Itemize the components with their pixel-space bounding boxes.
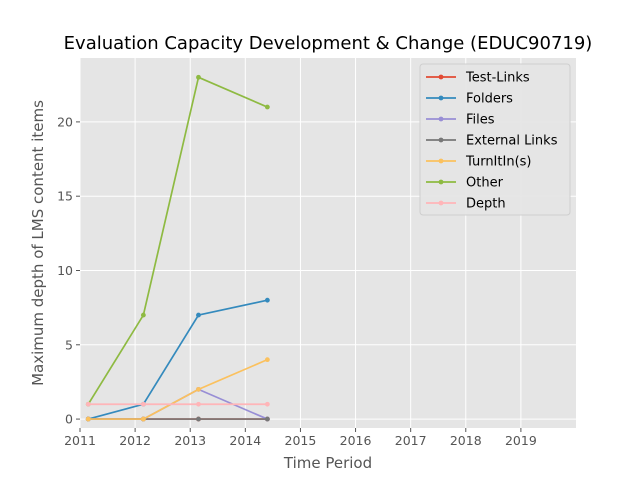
legend-item-turnitin-s: TurnItIn(s) (426, 155, 531, 170)
legend-label: TurnItIn(s) (465, 155, 531, 170)
data-point-other (264, 104, 270, 110)
x-tick-label: 2019 (505, 433, 537, 448)
y-tick-label: 15 (57, 189, 73, 204)
x-tick-label: 2016 (340, 433, 372, 448)
data-point-depth (140, 401, 146, 407)
data-point-depth (264, 401, 270, 407)
y-tick-label: 20 (57, 114, 73, 129)
legend-item-other: Other (426, 176, 504, 191)
x-tick-label: 2014 (229, 433, 261, 448)
data-point-other (196, 74, 201, 80)
legend-swatch-marker (438, 200, 444, 206)
legend-swatch-marker (438, 179, 444, 185)
legend-item-folders: Folders (426, 92, 513, 107)
y-ticks: 0 5 10 15 20 (57, 114, 80, 427)
series-line-folders (88, 299, 268, 420)
legend-label: External Links (466, 134, 558, 149)
legend-box (419, 63, 571, 216)
legend-item-external-links: External Links (426, 134, 558, 149)
y-tick-label: 10 (57, 263, 73, 278)
x-tick-label: 2015 (285, 433, 317, 448)
data-point-external-links (196, 416, 201, 422)
legend-label: Files (466, 113, 495, 128)
legend-item-files: Files (426, 113, 495, 128)
legend-item-depth: Depth (426, 197, 506, 212)
legend-swatch-marker (438, 158, 444, 164)
data-point-external-links (264, 416, 270, 422)
x-tick-label: 2013 (174, 433, 206, 448)
legend-swatch-marker (438, 116, 444, 122)
legend: Test-Links Folders Files External Links Turn… (419, 63, 571, 216)
x-ticks: 2011 2012 2013 2014 2015 2016 2017 2018 2019 (64, 428, 537, 448)
legend-label: Other (466, 176, 504, 191)
y-axis-label: Maximum depth of LMS content items (29, 100, 47, 386)
legend-swatch-marker (438, 74, 444, 80)
x-axis-label: Time Period (283, 454, 372, 472)
data-point-turnitin-s (85, 416, 91, 422)
series-line-other (87, 76, 268, 405)
x-tick-label: 2012 (119, 433, 151, 448)
data-point-turnitin-s (264, 357, 270, 363)
data-point-other (140, 312, 146, 318)
series-layer (85, 74, 270, 422)
x-tick-label: 2011 (64, 433, 96, 448)
legend-swatch-marker (438, 137, 444, 143)
data-point-turnitin-s (140, 416, 146, 422)
data-point-depth (196, 401, 201, 407)
chart-title: Evaluation Capacity Development & Change… (64, 33, 593, 54)
series-depth (85, 401, 270, 407)
legend-item-test-links: Test-Links (426, 71, 530, 86)
y-tick-label: 0 (65, 412, 73, 427)
legend-label: Depth (466, 197, 506, 212)
legend-label: Folders (466, 92, 513, 107)
data-point-folders (264, 297, 270, 303)
data-point-turnitin-s (196, 386, 201, 392)
y-tick-label: 5 (65, 337, 73, 352)
data-point-folders (196, 312, 201, 318)
x-tick-label: 2017 (395, 433, 427, 448)
data-point-depth (85, 401, 91, 407)
legend-label: Test-Links (465, 71, 530, 86)
legend-swatch-marker (438, 95, 444, 101)
x-tick-label: 2018 (450, 433, 482, 448)
